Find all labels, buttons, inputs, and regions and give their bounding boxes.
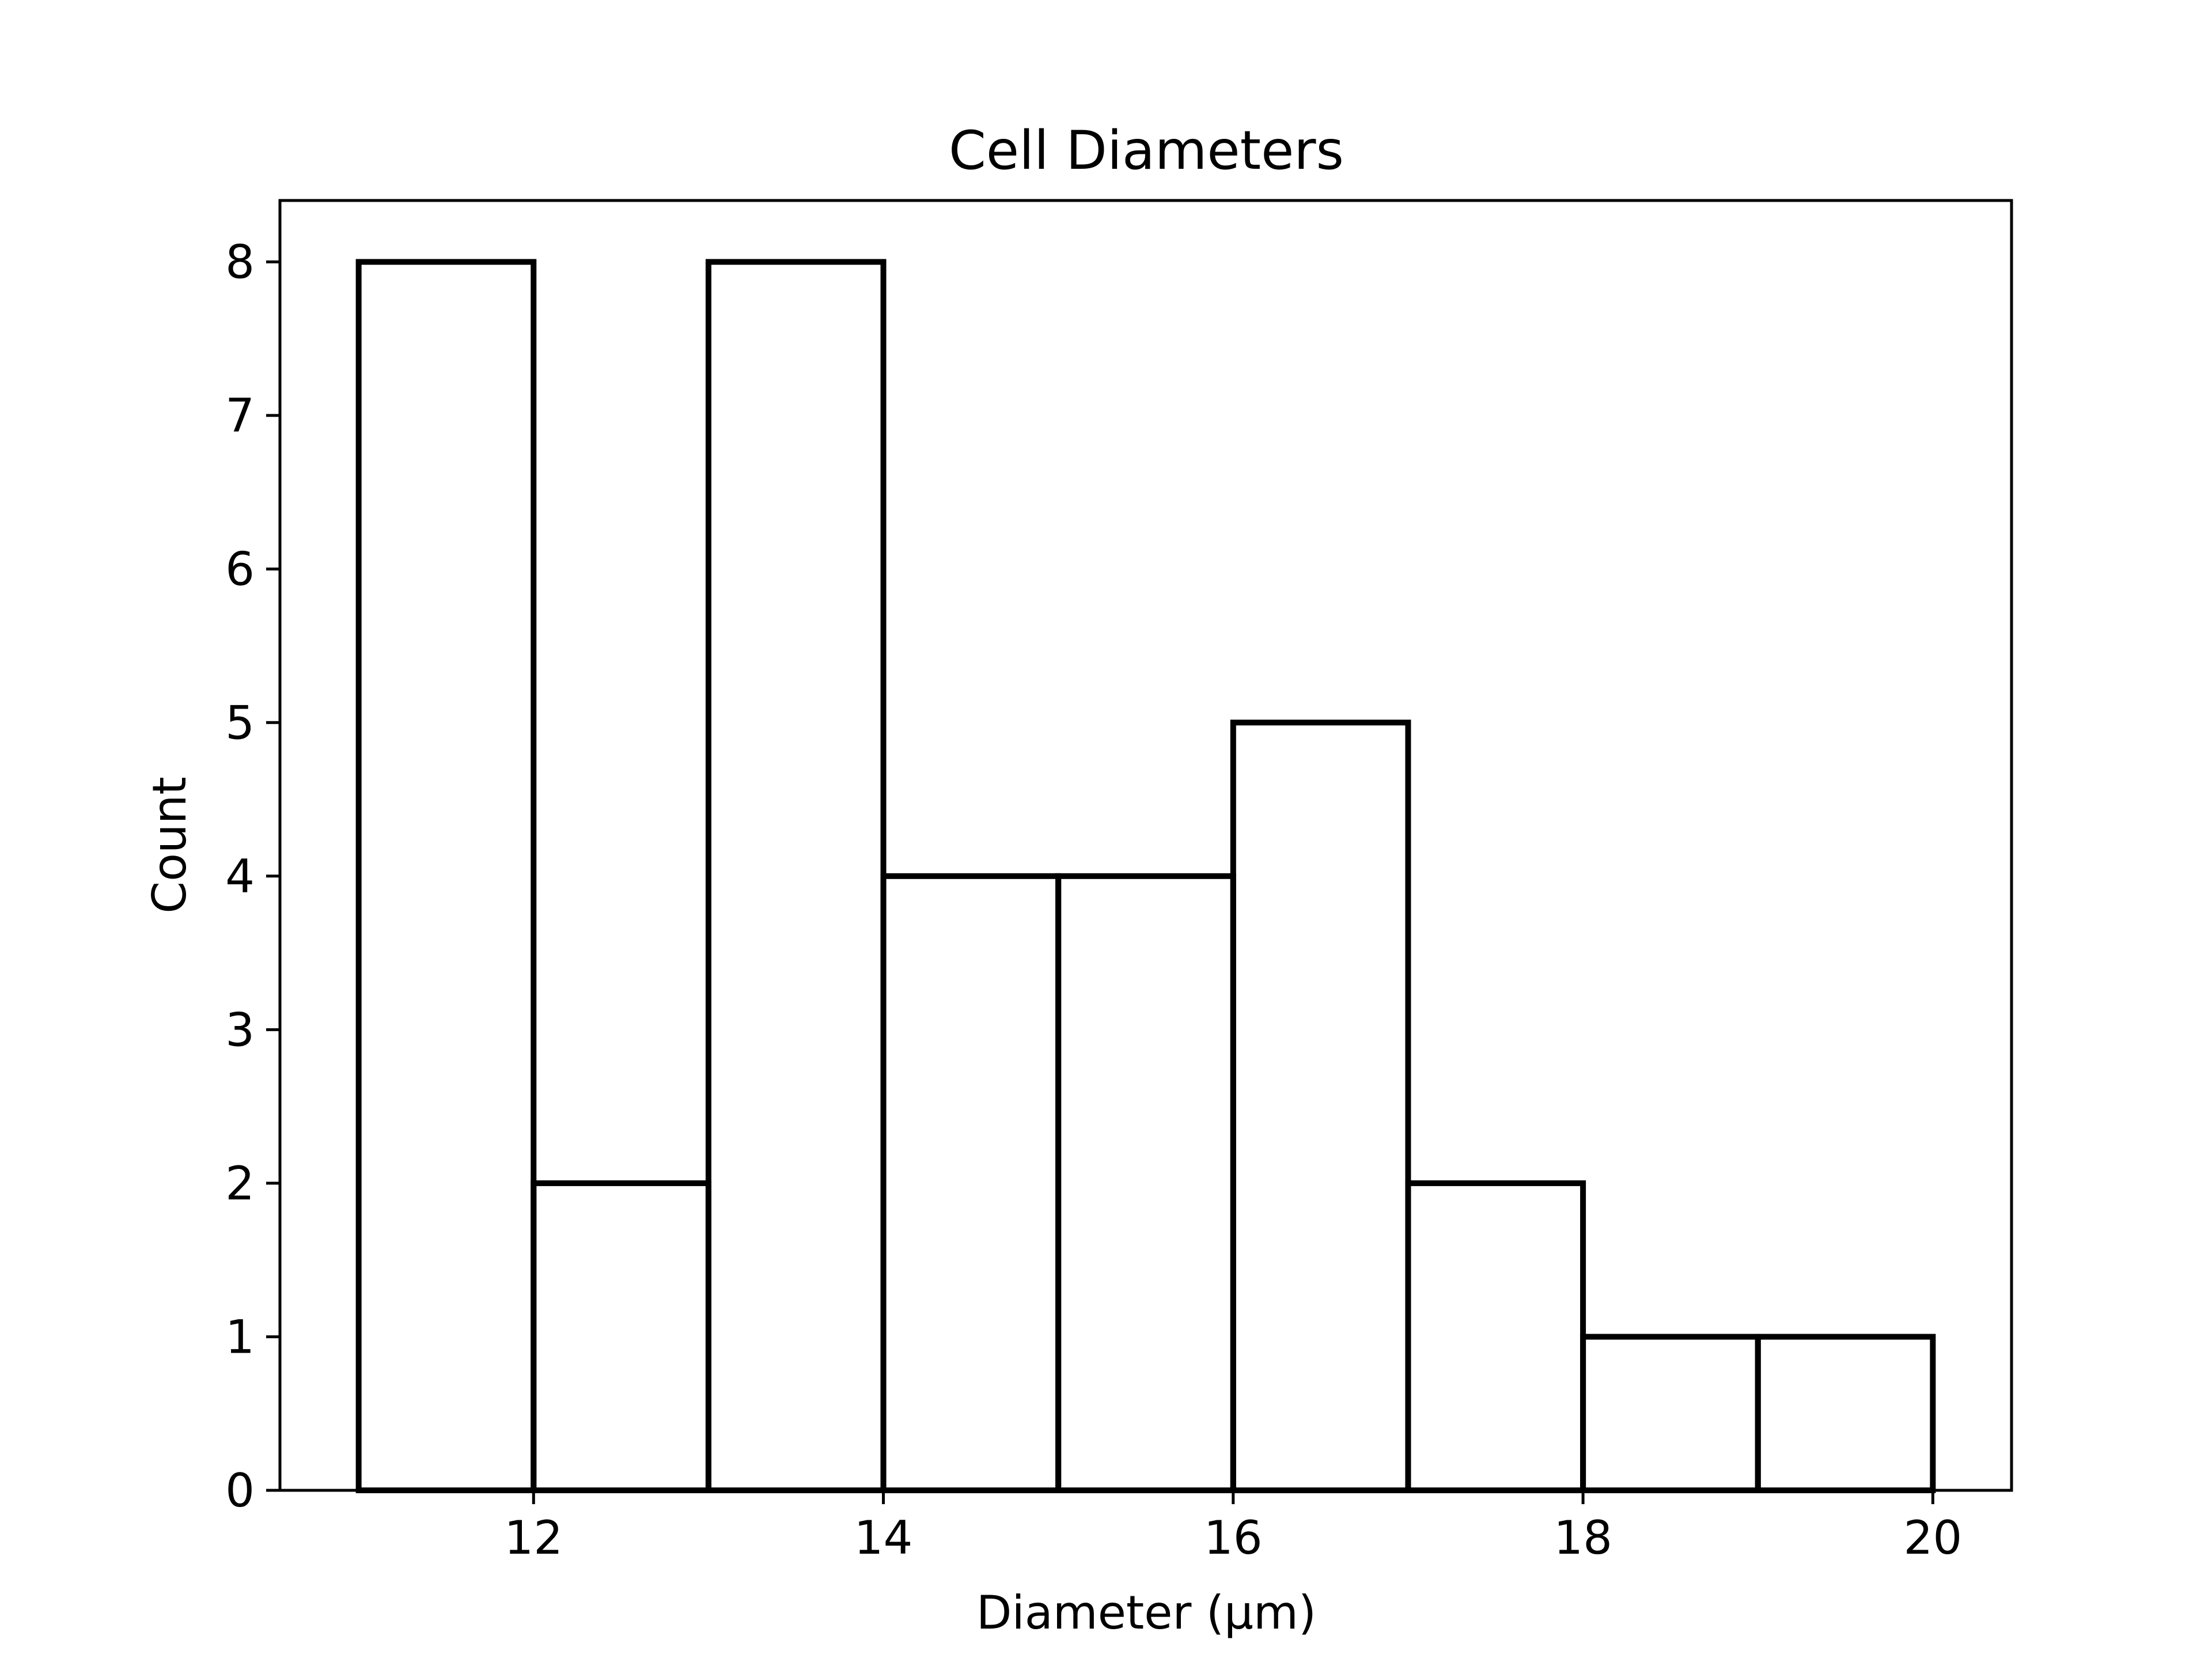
y-tick-label: 3: [225, 1003, 255, 1057]
x-tick-label: 16: [1204, 1511, 1263, 1565]
histogram-bar-1: [355, 259, 537, 1493]
histogram-bar-6: [1230, 720, 1411, 1493]
y-tick-label: 1: [225, 1310, 255, 1364]
y-tick-label: 6: [225, 543, 255, 596]
x-axis-label: Diameter (μm): [976, 1586, 1316, 1640]
x-tick-label: 12: [504, 1511, 563, 1565]
y-tick-label: 5: [225, 696, 255, 749]
histogram-bar-2: [531, 1180, 711, 1493]
histogram-bar-7: [1405, 1180, 1586, 1493]
chart-title: Cell Diameters: [949, 119, 1344, 181]
histogram-bar-4: [880, 873, 1062, 1493]
y-tick-label: 2: [225, 1157, 255, 1210]
y-tick-label: 0: [225, 1464, 255, 1517]
histogram-bar-3: [705, 259, 887, 1493]
histogram-bar-9: [1755, 1334, 1936, 1493]
y-tick-label: 4: [225, 850, 255, 903]
histogram-bar-5: [1055, 873, 1236, 1493]
x-tick-label: 18: [1554, 1511, 1612, 1565]
bars-layer: [355, 259, 1936, 1493]
x-tick-label: 20: [1903, 1511, 1962, 1565]
y-tick-label: 7: [225, 389, 255, 442]
y-tick-label: 8: [225, 236, 255, 289]
y-axis-label: Count: [143, 777, 196, 914]
x-tick-label: 14: [854, 1511, 913, 1565]
histogram-bar-8: [1580, 1334, 1761, 1493]
x-axis: 12 14 16 18 20: [504, 1490, 1962, 1565]
y-axis: 0 1 2 3 4 5 6 7 8: [225, 236, 280, 1517]
plot-frame: [278, 199, 2013, 1492]
